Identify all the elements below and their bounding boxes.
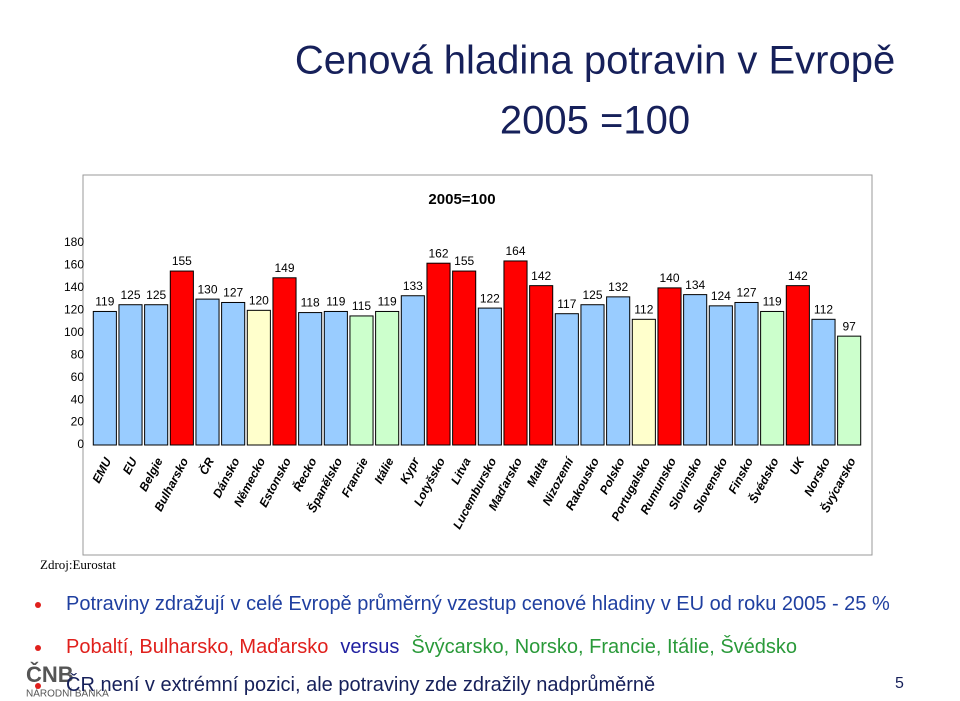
- data-label: 119: [326, 295, 345, 309]
- data-label: 155: [172, 254, 192, 268]
- bar: [631, 318, 656, 446]
- bar: [426, 262, 451, 446]
- bar: [144, 304, 169, 446]
- bar: [734, 301, 759, 446]
- bullet-dot: [35, 683, 41, 689]
- data-label: 115: [352, 299, 371, 313]
- y-tick-label: 180: [64, 235, 84, 249]
- data-label: 142: [531, 269, 551, 283]
- bar: [785, 285, 810, 446]
- x-tick-label: ČR: [196, 455, 218, 478]
- bar: [349, 315, 374, 446]
- bar: [811, 318, 836, 446]
- bar: [708, 305, 733, 446]
- bar: [92, 310, 117, 446]
- chart-title: 2005=100: [428, 191, 495, 208]
- logo-text: NÁRODNÍ BANKA: [26, 687, 109, 700]
- data-label: 125: [146, 288, 166, 302]
- y-tick-label: 40: [71, 392, 85, 406]
- bar: [580, 304, 605, 446]
- data-label: 132: [608, 280, 628, 294]
- bar: [118, 304, 143, 446]
- data-label: 127: [736, 286, 756, 300]
- bullet-part: ČR není v extrémní pozici, ale potraviny…: [66, 673, 655, 696]
- bullet-part: versus: [340, 636, 399, 658]
- bar: [477, 307, 502, 446]
- slide-title: Cenová hladina potravin v Evropě: [295, 39, 895, 83]
- bar: [529, 285, 554, 446]
- bullet-text: ČR není v extrémní pozici, ale potraviny…: [66, 673, 655, 696]
- data-label: 118: [301, 296, 320, 310]
- bar: [246, 309, 271, 446]
- bullet-dot: [35, 602, 41, 608]
- logo: ČNB NÁRODNÍ BANKA: [26, 662, 109, 700]
- bullet-part: Pobaltí, Bulharsko, Maďarsko: [66, 636, 328, 658]
- bar: [323, 310, 348, 446]
- y-tick-label: 60: [71, 370, 85, 384]
- data-label: 164: [505, 244, 525, 258]
- bar: [683, 294, 708, 446]
- bullet-text: Potraviny zdražují v celé Evropě průměrn…: [66, 593, 890, 615]
- bar: [657, 287, 682, 446]
- data-label: 125: [120, 288, 140, 302]
- data-label: 149: [274, 261, 294, 275]
- bar: [375, 310, 400, 446]
- bar: [554, 313, 579, 446]
- bar: [452, 270, 477, 446]
- y-tick-label: 80: [71, 347, 85, 361]
- data-label: 117: [557, 297, 576, 311]
- data-label: 124: [711, 289, 731, 303]
- bar: [195, 298, 220, 446]
- y-tick-label: 100: [64, 325, 84, 339]
- slide-title: 2005 =100: [500, 99, 690, 143]
- data-label: 130: [197, 282, 217, 296]
- bar: [400, 295, 425, 446]
- bullet-part: Potraviny zdražují v celé Evropě průměrn…: [66, 593, 890, 615]
- y-tick-label: 120: [64, 303, 84, 317]
- data-label: 112: [634, 302, 653, 316]
- bar: [298, 312, 323, 446]
- bar: [760, 310, 785, 446]
- data-label: 120: [249, 294, 269, 308]
- data-label: 127: [223, 286, 243, 300]
- data-label: 119: [95, 295, 114, 309]
- data-label: 125: [582, 288, 602, 302]
- data-label: 119: [378, 295, 397, 309]
- data-label: 112: [814, 302, 833, 316]
- bar: [503, 260, 528, 446]
- bar: [169, 270, 194, 446]
- source: Zdroj:Eurostat: [40, 557, 116, 572]
- data-label: 133: [403, 279, 423, 293]
- bar: [837, 335, 862, 446]
- data-label: 155: [454, 254, 474, 268]
- y-tick-label: 20: [71, 415, 85, 429]
- data-label: 119: [763, 295, 782, 309]
- y-tick-label: 160: [64, 258, 84, 272]
- data-label: 122: [480, 291, 500, 305]
- bar: [272, 277, 297, 446]
- bullet-dot: [35, 645, 41, 651]
- y-tick-label: 0: [77, 437, 84, 451]
- page-number: 5: [895, 675, 904, 692]
- bar: [221, 301, 246, 446]
- data-label: 162: [428, 246, 448, 260]
- data-label: 134: [685, 278, 705, 292]
- bullet-text: Pobaltí, Bulharsko, Maďarsko versus Švýcar…: [66, 635, 797, 658]
- bar: [606, 296, 631, 446]
- y-tick-label: 140: [64, 280, 84, 294]
- bullet-part: Švýcarsko, Norsko, Francie, Itálie, Švéd…: [411, 635, 797, 658]
- data-label: 140: [659, 271, 679, 285]
- data-label: 142: [788, 269, 808, 283]
- data-label: 97: [842, 319, 856, 333]
- logo-mark: ČNB: [26, 662, 74, 687]
